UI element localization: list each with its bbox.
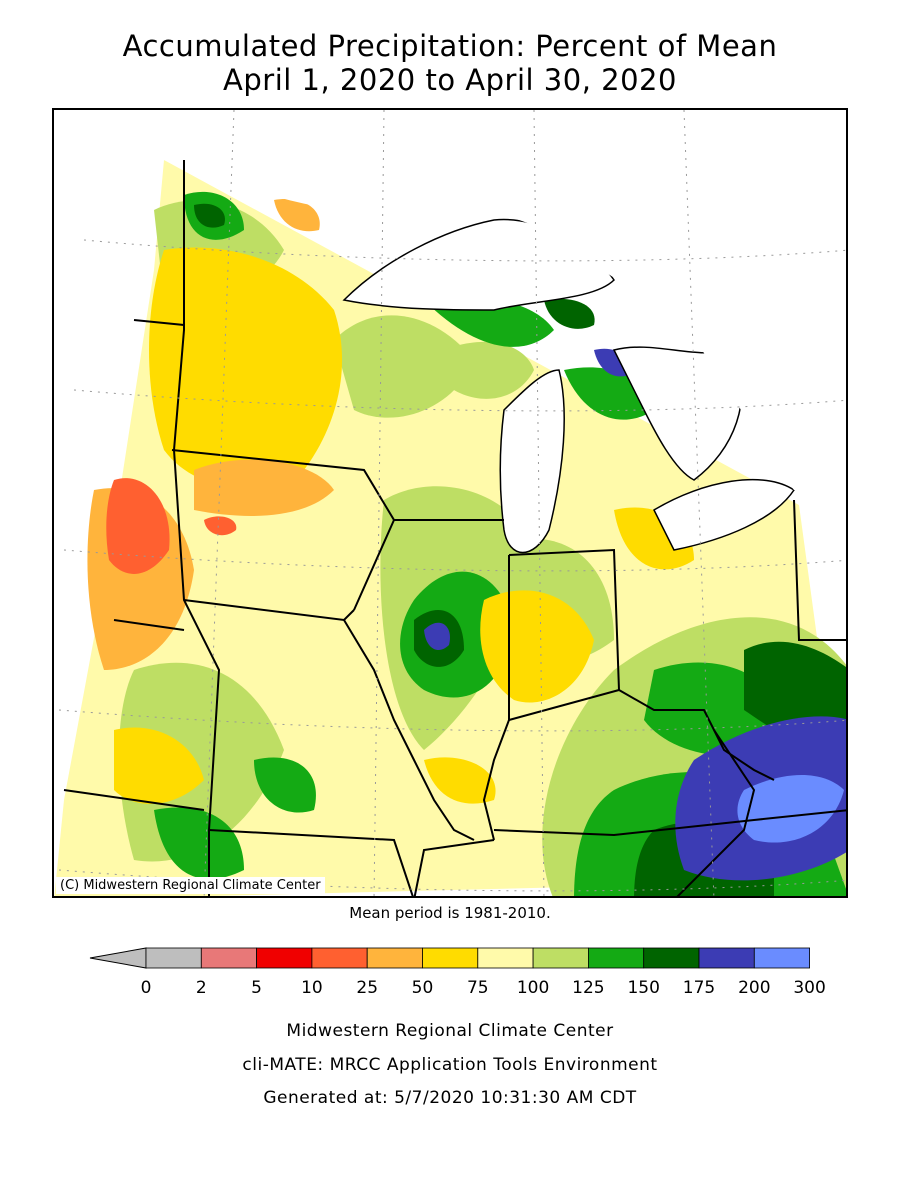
legend-tick-label: 75	[467, 978, 489, 998]
legend-swatch	[587, 947, 645, 969]
canada-area	[154, 110, 846, 490]
map-canvas	[54, 110, 846, 896]
legend-swatch	[256, 947, 313, 969]
legend-tick-label: 25	[356, 978, 378, 998]
legend-swatch	[532, 947, 589, 969]
legend-swatch	[753, 947, 810, 969]
footer-generated-timestamp: Generated at: 5/7/2020 10:31:30 AM CDT	[263, 1088, 637, 1108]
legend-tick-label: 150	[627, 978, 659, 998]
great-lakes	[342, 218, 796, 554]
color-legend: 0 2 5 10 25 50 75 100 125 150 175 200 300	[89, 947, 826, 998]
legend-tick-label: 200	[738, 978, 770, 998]
legend-tick-label: 2	[196, 978, 207, 998]
footer-tool-name: cli-MATE: MRCC Application Tools Environ…	[242, 1055, 658, 1075]
legend-tick-label: 125	[572, 978, 604, 998]
legend-swatch	[698, 947, 755, 969]
legend-swatch	[200, 947, 258, 969]
legend-swatch	[643, 947, 700, 969]
mean-period-note: Mean period is 1981-2010.	[349, 904, 551, 922]
legend-swatch	[477, 947, 534, 969]
footer-organization: Midwestern Regional Climate Center	[286, 1021, 614, 1041]
legend-swatch	[366, 947, 423, 969]
legend-tick-label: 10	[301, 978, 323, 998]
legend-tick-label: 50	[412, 978, 434, 998]
legend-tick-label: 100	[517, 978, 549, 998]
legend-swatch	[422, 947, 479, 969]
map-date-range: April 1, 2020 to April 30, 2020	[223, 63, 677, 97]
zone-200-300	[737, 775, 844, 843]
legend-tick-label: 0	[141, 978, 152, 998]
legend-swatch	[145, 947, 202, 969]
copyright-label: (C) Midwestern Regional Climate Center	[56, 877, 325, 894]
legend-tick-label: 5	[251, 978, 262, 998]
zone-10-25	[106, 478, 237, 574]
map-title: Accumulated Precipitation: Percent of Me…	[122, 29, 778, 63]
legend-underflow-triangle	[89, 947, 147, 969]
precipitation-map: (C) Midwestern Regional Climate Center	[52, 108, 848, 898]
legend-tick-label: 300	[793, 978, 825, 998]
legend-swatch	[311, 947, 368, 969]
state-borders	[63, 160, 846, 896]
legend-tick-label: 175	[683, 978, 715, 998]
